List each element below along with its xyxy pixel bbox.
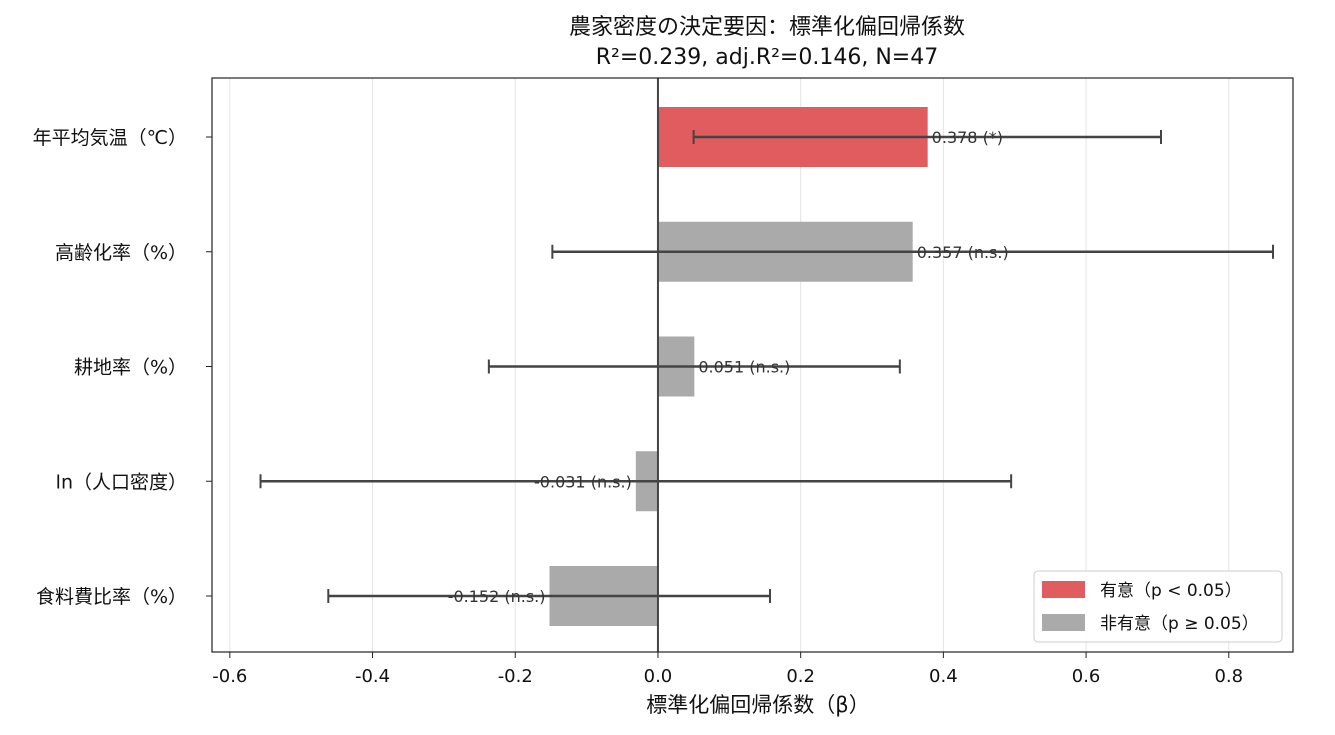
plot-frame (211, 77, 1294, 653)
chart-title: 農家密度の決定要因：標準化偏回帰係数 (569, 15, 965, 40)
category-label: 食料費比率（%） (36, 586, 187, 608)
legend-box (1033, 570, 1283, 643)
legend-label-not-significant: 非有意（p ≥ 0.05） (1100, 614, 1259, 634)
x-axis-ticks: -0.6 -0.4 -0.2 0.0 0.2 0.4 0.6 0.8 (212, 652, 1243, 687)
data-label: -0.031 (n.s.) (534, 472, 632, 491)
category-label: 耕地率（%） (74, 357, 187, 379)
category-label: 年平均気温（℃） (33, 127, 187, 149)
x-tick-label: -0.4 (355, 666, 390, 687)
legend-label-significant: 有意（p < 0.05） (1100, 581, 1242, 601)
category-label: ln（人口密度） (56, 471, 187, 493)
x-tick-label: -0.2 (498, 666, 533, 687)
data-label: 0.051 (n.s.) (698, 358, 790, 377)
chart-subtitle: R²=0.239, adj.R²=0.146, N=47 (596, 45, 938, 70)
data-label: -0.152 (n.s.) (448, 587, 546, 606)
legend-swatch-significant (1042, 581, 1085, 598)
x-tick-label: 0.4 (929, 666, 958, 687)
error-bars (259, 130, 1275, 603)
x-tick-label: -0.6 (212, 666, 247, 687)
x-tick-label: 0.8 (1214, 666, 1243, 687)
data-label: 0.357 (n.s.) (917, 243, 1009, 262)
data-labels: 0.378 (*) 0.357 (n.s.) 0.051 (n.s.) -0.031 … (448, 128, 1009, 606)
legend-swatch-not-significant (1042, 614, 1085, 631)
y-axis-ticks: 年平均気温（℃） 高齢化率（%） 耕地率（%） ln（人口密度） 食料費比率（%） (33, 127, 212, 608)
category-label: 高齢化率（%） (55, 242, 187, 264)
x-axis-label: 標準化偏回帰係数（β） (646, 693, 869, 717)
legend: 有意（p < 0.05） 非有意（p ≥ 0.05） (1033, 570, 1283, 643)
x-tick-label: 0.6 (1072, 666, 1101, 687)
x-tick-label: 0.0 (644, 666, 673, 687)
data-label: 0.378 (*) (932, 128, 1003, 147)
x-tick-label: 0.2 (786, 666, 815, 687)
